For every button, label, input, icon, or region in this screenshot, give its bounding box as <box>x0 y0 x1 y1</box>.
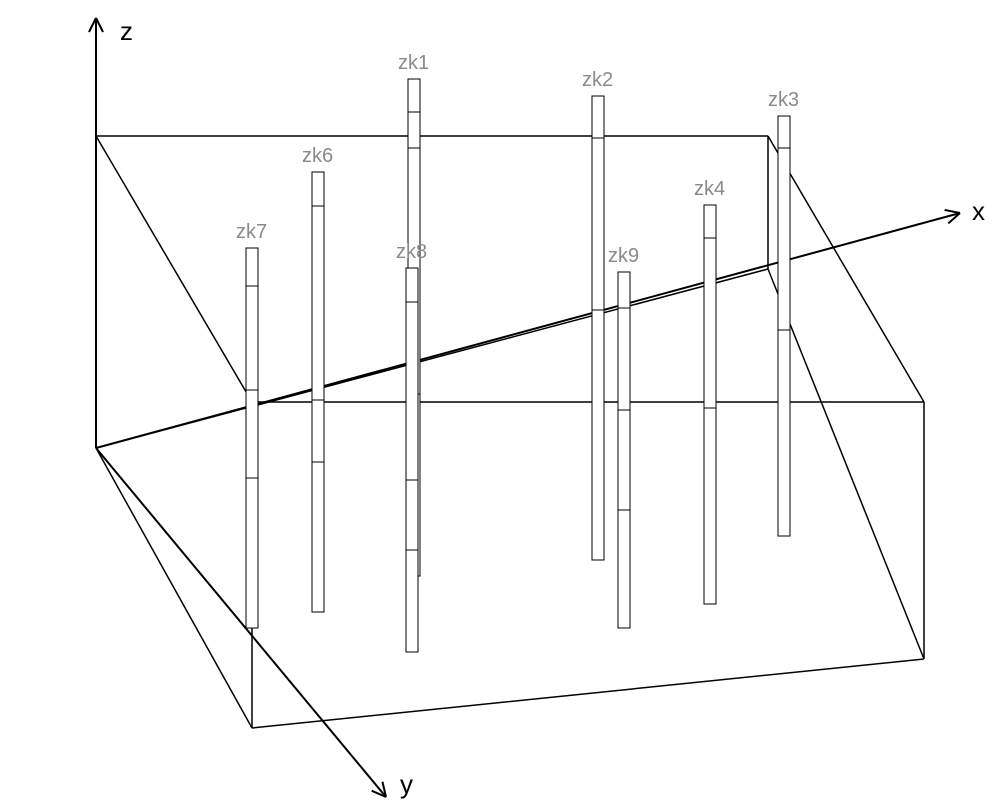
cube <box>96 136 924 728</box>
x-axis-arrow-r <box>945 210 960 213</box>
z-axis-arrow-r <box>89 18 96 32</box>
y-axis-label: y <box>400 769 413 799</box>
z-axis-label: z <box>120 16 133 46</box>
core-zk6-label: zk6 <box>302 145 333 167</box>
core-zk6: zk6 <box>302 145 333 612</box>
core-zk8: zk8 <box>396 241 427 652</box>
y-axis <box>96 448 386 797</box>
core-zk9-body <box>618 272 630 628</box>
borehole-3d-diagram: z x y zk1 zk2 zk3 zk4 zk6 zk7 zk8 zk9 <box>0 0 1000 807</box>
x-axis <box>96 213 960 448</box>
core-zk2-body <box>592 96 604 560</box>
core-zk3: zk3 <box>768 89 799 536</box>
core-zk3-body <box>778 116 790 536</box>
core-zk2-label: zk2 <box>582 69 613 91</box>
core-zk3-label: zk3 <box>768 89 799 111</box>
core-zk7-body <box>246 248 258 628</box>
core-zk4-body <box>704 205 716 604</box>
core-zk9-label: zk9 <box>608 245 639 267</box>
x-axis-label: x <box>972 196 985 226</box>
cube-edge-1 <box>768 269 924 659</box>
cube-edge-7 <box>96 136 252 402</box>
core-zk7-label: zk7 <box>236 221 267 243</box>
core-zk4-label: zk4 <box>694 178 725 200</box>
core-zk4: zk4 <box>694 178 725 604</box>
cube-edge-3 <box>96 448 252 728</box>
core-zk8-label: zk8 <box>396 241 427 263</box>
cube-edge-5 <box>768 136 924 402</box>
z-axis-arrow-l <box>96 18 103 32</box>
core-zk6-body <box>312 172 324 612</box>
core-zk7: zk7 <box>236 221 267 628</box>
cube-edge-2 <box>252 659 924 728</box>
core-zk8-body <box>406 268 418 652</box>
core-zk1-label: zk1 <box>398 52 429 74</box>
